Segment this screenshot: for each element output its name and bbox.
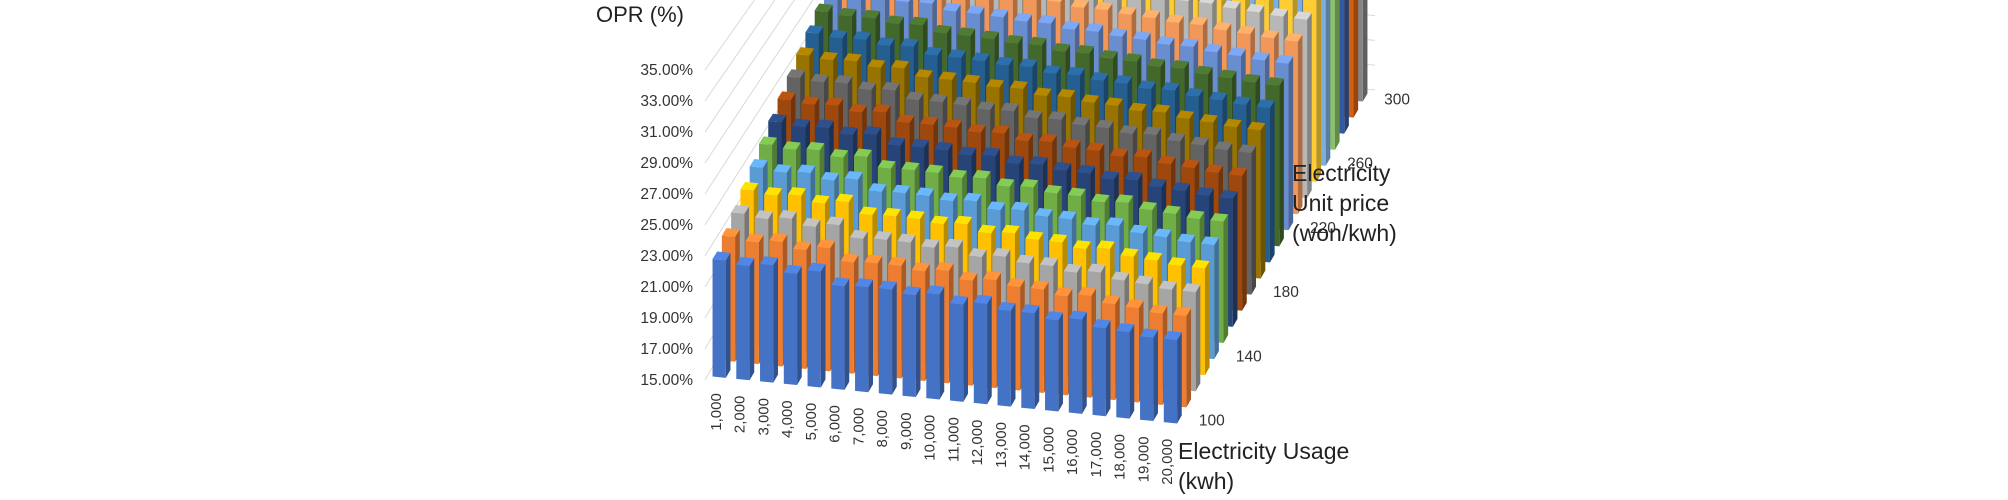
bar [712, 251, 731, 378]
x-tick-label: 8,000 [874, 410, 891, 448]
z-tick-label: 31.00% [640, 124, 693, 141]
y-tick-label: 220 [1310, 220, 1336, 237]
x-tick-label: 1,000 [708, 393, 725, 431]
x-tick-label: 10,000 [922, 415, 939, 461]
bar [997, 301, 1016, 407]
z-axis-title: OPR (%) [596, 2, 684, 27]
x-axis-title-line2: (kwh) [1178, 468, 1235, 494]
y-axis-title-line3: (won/kwh) [1292, 220, 1397, 246]
y-axis-ticks: 100 140 180 220 260 300 [1199, 91, 1410, 429]
bar [878, 280, 897, 395]
x-tick-label: 17,000 [1088, 432, 1105, 478]
bar [760, 256, 778, 383]
x-tick-label: 16,000 [1064, 429, 1081, 475]
y-tick-label: 260 [1347, 156, 1373, 173]
x-tick-label: 18,000 [1112, 434, 1129, 480]
x-tick-label: 9,000 [898, 412, 915, 450]
bar [831, 277, 850, 390]
z-tick-label: 33.00% [640, 93, 693, 110]
z-axis-ticks: 15.00% 17.00% 19.00% 21.00% 23.00% 25.00% 27.0… [640, 62, 693, 389]
x-axis-title-line1: Electricity Usage [1178, 438, 1350, 464]
gridline [704, 0, 832, 195]
bar [783, 264, 802, 386]
x-tick-label: 7,000 [850, 408, 867, 446]
x-tick-label: 4,000 [779, 400, 796, 438]
x-axis-title: Electricity Usage (kwh) [1178, 436, 1398, 496]
x-tick-label: 11,000 [945, 417, 962, 462]
bar [1163, 330, 1182, 424]
bar [1116, 323, 1135, 419]
y-tick-label: 140 [1236, 348, 1262, 365]
bar [807, 262, 826, 388]
gridline [704, 0, 795, 133]
z-tick-label: 25.00% [640, 217, 693, 234]
z-tick-label: 35.00% [640, 62, 693, 79]
z-tick-label: 17.00% [640, 341, 693, 358]
y-axis-title-line2: Unit price [1292, 190, 1390, 216]
bar [902, 286, 921, 398]
z-tick-label: 29.00% [640, 155, 693, 172]
z-tick-label: 19.00% [640, 310, 693, 327]
x-tick-label: 5,000 [803, 403, 820, 441]
x-tick-label: 19,000 [1135, 436, 1152, 482]
y-tick-label: 300 [1384, 91, 1410, 108]
bar [973, 294, 992, 405]
bar [855, 278, 873, 393]
bar [1045, 311, 1063, 412]
x-tick-label: 3,000 [755, 398, 772, 436]
x-tick-label: 6,000 [827, 405, 844, 443]
bar [950, 295, 968, 402]
bar [736, 256, 755, 381]
y-axis-title-line1: Electricity [1292, 160, 1391, 186]
z-tick-label: 15.00% [640, 372, 693, 389]
bar [1068, 310, 1087, 414]
z-tick-label: 27.00% [640, 186, 693, 203]
y-tick-label: 100 [1199, 413, 1225, 430]
bar [926, 285, 945, 400]
x-tick-label: 14,000 [1017, 424, 1034, 470]
x-tick-label: 15,000 [1040, 427, 1057, 473]
x-tick-label: 20,000 [1159, 439, 1176, 485]
y-axis-title: Electricity Unit price (won/kwh) [1292, 158, 1472, 248]
z-tick-label: 23.00% [640, 248, 693, 265]
gridline [704, 0, 814, 164]
gridline [704, 0, 776, 102]
x-tick-label: 12,000 [969, 420, 986, 466]
x-tick-label: 2,000 [732, 396, 749, 434]
bar [1021, 304, 1040, 410]
x-axis-ticks: 1,000 2,000 3,000 4,000 5,000 6,000 7,000 8,000… [708, 393, 1176, 484]
y-tick-label: 180 [1273, 284, 1299, 301]
bar [1140, 328, 1158, 422]
bars [712, 0, 1368, 424]
bar [1092, 319, 1111, 417]
x-tick-label: 13,000 [993, 422, 1010, 468]
z-tick-label: 21.00% [640, 279, 693, 296]
